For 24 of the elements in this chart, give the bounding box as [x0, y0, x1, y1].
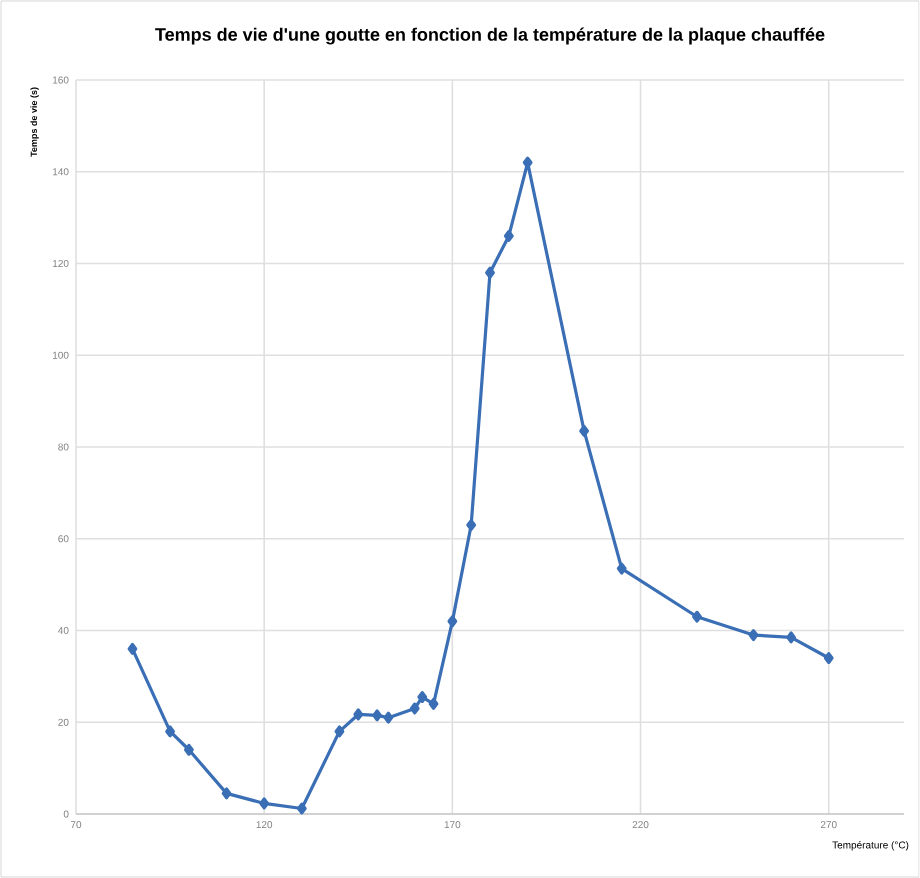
point [428, 697, 439, 710]
point [503, 229, 514, 242]
point [296, 802, 307, 815]
point [259, 797, 270, 810]
point [616, 562, 627, 575]
point [221, 787, 232, 800]
point [409, 702, 420, 715]
point [165, 725, 175, 738]
point [447, 615, 458, 628]
point [127, 642, 138, 655]
point [353, 708, 364, 721]
point [184, 743, 194, 756]
point [334, 725, 345, 738]
point [579, 424, 589, 437]
point [383, 711, 394, 724]
point [786, 631, 796, 644]
point [485, 266, 495, 279]
point [417, 691, 428, 704]
point [466, 518, 477, 531]
point [372, 709, 382, 722]
chart-title: Temps de vie d'une goutte en fonction de la température de la plaque chauffée [155, 27, 825, 45]
point [692, 610, 702, 623]
point [823, 652, 834, 665]
point [748, 629, 759, 642]
